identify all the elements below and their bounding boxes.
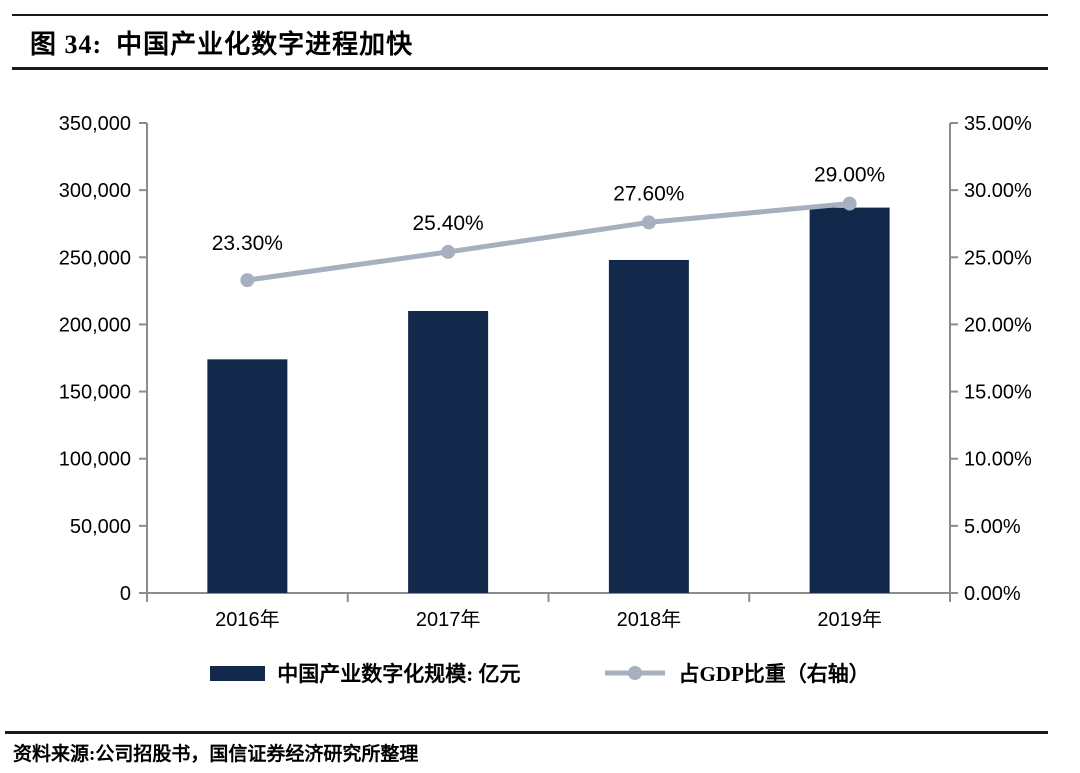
line-point-label: 23.30% [212, 232, 283, 255]
bar-series-label: 中国产业数字化规模: 亿元 [277, 662, 521, 686]
footer-rule [5, 731, 1048, 734]
line-marker-2016年 [240, 273, 255, 288]
line-series-label: 占GDP比重（右轴） [678, 662, 870, 686]
title-top-rule [12, 14, 1048, 16]
right-axis-tick-label: 0.00% [964, 583, 1021, 605]
right-axis-tick-label: 10.00% [964, 449, 1032, 471]
bar-2018年 [608, 259, 689, 593]
line-point-label: 25.40% [413, 212, 484, 235]
source-text: 资料来源:公司招股书，国信证券经济研究所整理 [13, 744, 419, 765]
right-axis-tick-label: 5.00% [964, 516, 1021, 538]
line-series-swatch [605, 666, 666, 680]
bar-series-swatch [210, 665, 266, 681]
left-axis-tick-label: 0 [120, 583, 131, 605]
line-point-label: 27.60% [613, 182, 684, 205]
right-axis-tick-label: 20.00% [964, 314, 1032, 336]
title-bottom-rule [12, 67, 1048, 70]
line-marker-2017年 [441, 244, 456, 259]
right-axis-tick-label: 15.00% [964, 382, 1032, 404]
bar-2017年 [408, 311, 489, 593]
combo-chart: 350,000 35.00% 300,000 30.00% 250,000 25.00% 2… [59, 113, 1032, 631]
figure-title-text: 中国产业化数字进程加快 [116, 30, 414, 59]
left-axis-tick-label: 150,000 [59, 382, 131, 404]
left-axis-tick-label: 350,000 [59, 113, 131, 135]
left-axis-tick-label: 300,000 [59, 180, 131, 202]
legend-item-line: 占GDP比重（右轴） [604, 658, 870, 688]
left-axis-tick-label: 250,000 [59, 247, 131, 269]
bar-2016年 [207, 359, 288, 593]
left-axis-tick-label: 50,000 [70, 516, 131, 538]
line-marker-2018年 [641, 215, 656, 230]
x-tick-label: 2019年 [817, 608, 882, 631]
figure-label: 图 34: [30, 30, 103, 59]
x-tick-label: 2016年 [215, 608, 280, 631]
left-axis-tick-label: 100,000 [59, 449, 131, 471]
bar-2019年 [809, 207, 890, 593]
figure-title: 图 34: 中国产业化数字进程加快 [30, 24, 413, 61]
line-point-label: 29.00% [814, 164, 885, 187]
right-axis-tick-label: 35.00% [964, 113, 1032, 135]
right-axis-tick-label: 25.00% [964, 247, 1032, 269]
line-marker-2019年 [842, 196, 857, 211]
gdp-ratio-line [247, 201, 850, 283]
x-tick-label: 2017年 [416, 608, 481, 631]
right-axis-tick-label: 30.00% [964, 180, 1032, 202]
left-axis-tick-label: 200,000 [59, 314, 131, 336]
legend-item-bar: 中国产业数字化规模: 亿元 [210, 658, 520, 688]
legend: 中国产业数字化规模: 亿元 占GDP比重（右轴） [0, 658, 1080, 688]
x-tick-label: 2018年 [617, 608, 682, 631]
